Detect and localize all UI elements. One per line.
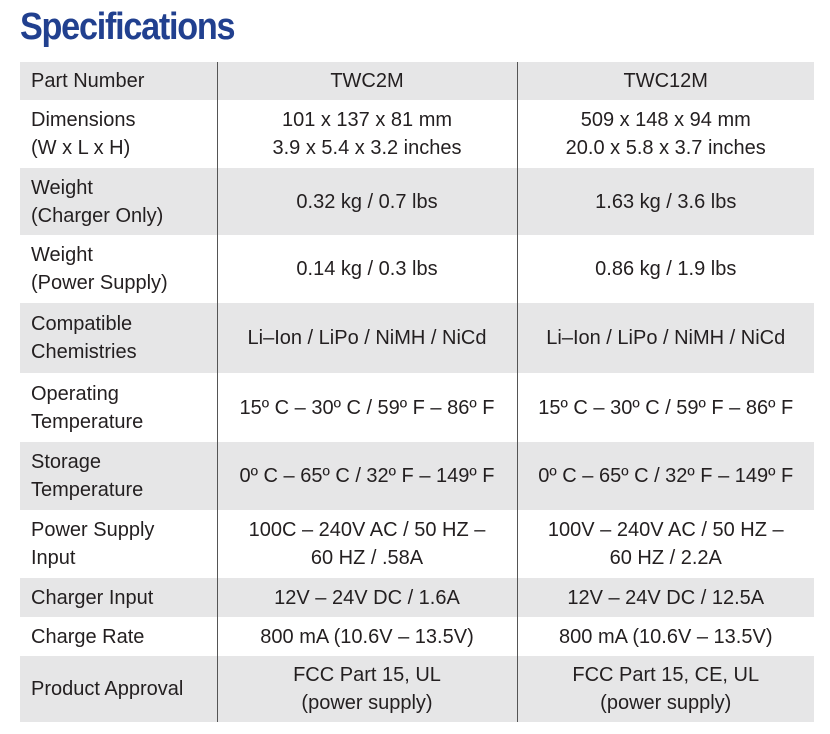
value-cell: Li–Ion / LiPo / NiMH / NiCd xyxy=(216,303,517,373)
value-cell: FCC Part 15, UL (power supply) xyxy=(216,656,517,722)
cell-line: Storage xyxy=(31,451,102,473)
label-cell: Power Supply Input xyxy=(20,510,217,578)
cell-line: 100C – 240V AC / 50 HZ – xyxy=(248,519,486,541)
label-cell: Compatible Chemistries xyxy=(20,303,217,373)
cell-line: 101 x 137 x 81 mm xyxy=(281,109,453,131)
value-cell: 0º C – 65º C / 32º F – 149º F xyxy=(216,442,517,510)
cell-line: 12V – 24V DC / 1.6A xyxy=(274,586,460,609)
value-cell: 800 mA (10.6V – 13.5V) xyxy=(516,617,814,656)
cell-line: (Power Supply) xyxy=(31,272,168,294)
value-cell: 1.63 kg / 3.6 lbs xyxy=(516,168,814,235)
cell-line: 60 HZ / 2.2A xyxy=(609,547,722,569)
title: Specifications xyxy=(20,6,236,48)
value-cell: 0.32 kg / 0.7 lbs xyxy=(216,168,517,235)
cell-line: 100V – 240V AC / 50 HZ – xyxy=(547,519,784,541)
cell-line: 15º C – 30º C / 59º F – 86º F xyxy=(538,396,794,419)
cell-line: 12V – 24V DC / 12.5A xyxy=(567,586,765,609)
cell-line: FCC Part 15, UL xyxy=(293,664,441,686)
label-cell: Weight (Power Supply) xyxy=(20,235,217,303)
label-cell: Storage Temperature xyxy=(20,442,217,510)
cell-line: Power Supply xyxy=(31,519,155,541)
value-cell: 12V – 24V DC / 1.6A xyxy=(216,578,517,617)
cell-line: (power supply) xyxy=(301,692,433,714)
spec-row: Operating Temperature 15º C – 30º C / 59º … xyxy=(20,373,814,442)
cell-line: (W x L x H) xyxy=(31,137,131,159)
header-cell: Part Number xyxy=(20,62,217,100)
cell-line: 3.9 x 5.4 x 3.2 inches xyxy=(272,137,462,159)
spec-row: Compatible Chemistries Li–Ion / LiPo / NiM… xyxy=(20,303,814,373)
cell-line: 800 mA (10.6V – 13.5V) xyxy=(260,625,474,648)
cell-line: 0º C – 65º C / 32º F – 149º F xyxy=(239,465,495,487)
value-cell: 101 x 137 x 81 mm 3.9 x 5.4 x 3.2 inches xyxy=(216,100,517,168)
label-cell: Operating Temperature xyxy=(20,373,217,442)
cell-line: Weight xyxy=(31,176,93,199)
label-cell: Weight (Charger Only) xyxy=(20,168,217,235)
value-cell: 800 mA (10.6V – 13.5V) xyxy=(216,617,517,656)
spec-row: Power Supply Input 100C – 240V AC / 50 HZ … xyxy=(20,510,814,578)
spec-row: Weight (Power Supply) 0.14 kg / 0.3 lbs 0.8… xyxy=(20,235,814,303)
cell-line: Dimensions xyxy=(31,109,136,131)
cell-line: Compatible xyxy=(31,313,133,335)
cell-line: FCC Part 15, CE, UL xyxy=(572,664,760,686)
cell-line: Product Approval xyxy=(31,678,184,700)
cell-line: 800 mA (10.6V – 13.5V) xyxy=(559,625,773,648)
cell-line: Weight xyxy=(31,244,93,266)
cell-line: 1.63 kg / 3.6 lbs xyxy=(595,190,737,213)
cell-line: Operating xyxy=(31,382,119,405)
value-cell: 100C – 240V AC / 50 HZ – 60 HZ / .58A xyxy=(216,510,517,578)
cell-line: Li–Ion / LiPo / NiMH / NiCd xyxy=(247,327,487,349)
value-cell: 509 x 148 x 94 mm 20.0 x 5.8 x 3.7 inches xyxy=(516,100,814,168)
value-cell: 0º C – 65º C / 32º F – 149º F xyxy=(516,442,814,510)
spec-row: Weight (Charger Only) 0.32 kg / 0.7 lbs 1.6… xyxy=(20,168,814,235)
cell-line: (power supply) xyxy=(600,692,732,714)
spec-row: Dimensions (W x L x H) 101 x 137 x 81 mm 3.… xyxy=(20,100,814,168)
header-row: Part Number TWC2M TWC12M xyxy=(20,62,814,100)
cell-line: Li–Ion / LiPo / NiMH / NiCd xyxy=(546,327,786,349)
spec-row: Storage Temperature 0º C – 65º C / 32º F –… xyxy=(20,442,814,510)
cell-line: Input xyxy=(31,547,76,569)
cell-line: 15º C – 30º C / 59º F – 86º F xyxy=(239,396,495,419)
header-cell: TWC12M xyxy=(516,62,814,100)
cell-line: 20.0 x 5.8 x 3.7 inches xyxy=(565,137,766,159)
value-cell: 0.86 kg / 1.9 lbs xyxy=(516,235,814,303)
cell-line: Charger Input xyxy=(31,586,154,609)
header-cell: TWC2M xyxy=(216,62,517,100)
label-cell: Product Approval xyxy=(20,656,217,722)
value-cell: Li–Ion / LiPo / NiMH / NiCd xyxy=(516,303,814,373)
cell-line: Charge Rate xyxy=(31,625,145,648)
spec-row: Charger Input 12V – 24V DC / 1.6A 12V – 24… xyxy=(20,578,814,617)
value-cell: FCC Part 15, CE, UL (power supply) xyxy=(516,656,814,722)
cell-line: (Charger Only) xyxy=(31,204,164,227)
label-cell: Dimensions (W x L x H) xyxy=(20,100,217,168)
cell-line: 0.14 kg / 0.3 lbs xyxy=(296,258,438,280)
cell-line: Chemistries xyxy=(31,341,137,363)
value-cell: 100V – 240V AC / 50 HZ – 60 HZ / 2.2A xyxy=(516,510,814,578)
cell-line: Temperature xyxy=(31,410,144,433)
cell-line: 0º C – 65º C / 32º F – 149º F xyxy=(538,465,794,487)
spec-row: Charge Rate 800 mA (10.6V – 13.5V) 800 mA … xyxy=(20,617,814,656)
cell-line: 0.86 kg / 1.9 lbs xyxy=(595,258,737,280)
cell-line: 509 x 148 x 94 mm xyxy=(580,109,751,131)
value-cell: 15º C – 30º C / 59º F – 86º F xyxy=(516,373,814,442)
spec-row: Product Approval FCC Part 15, UL (power su… xyxy=(20,656,814,722)
label-cell: Charge Rate xyxy=(20,617,217,656)
cell-line: 0.32 kg / 0.7 lbs xyxy=(296,190,438,213)
value-cell: 15º C – 30º C / 59º F – 86º F xyxy=(216,373,517,442)
label-cell: Charger Input xyxy=(20,578,217,617)
cell-line: Temperature xyxy=(31,479,144,501)
spec-table: Part Number TWC2M TWC12M Dimensions (W x L x… xyxy=(20,62,814,722)
value-cell: 0.14 kg / 0.3 lbs xyxy=(216,235,517,303)
value-cell: 12V – 24V DC / 12.5A xyxy=(516,578,814,617)
cell-line: 60 HZ / .58A xyxy=(310,547,424,569)
